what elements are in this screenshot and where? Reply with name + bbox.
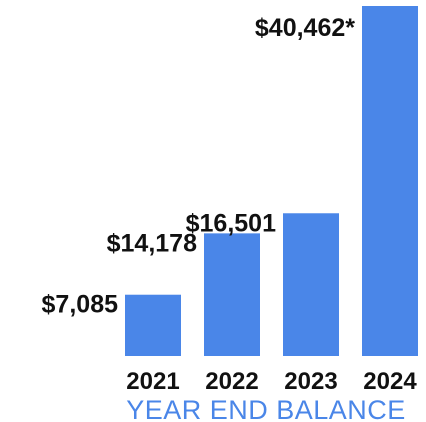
category-label-2024: 2024 [363, 368, 417, 395]
value-labels-group: $7,085 $14,178$16,501 $40,462* [42, 14, 356, 319]
value-label-2023: $16,501 [186, 209, 276, 237]
bar-2022 [204, 233, 260, 356]
chart-title: YEAR END BALANCE [126, 395, 406, 422]
category-labels-group: 2021 2022 2023 2024 [126, 368, 417, 395]
bar-2021 [125, 294, 181, 356]
bar-2023 [283, 213, 339, 356]
category-label-2022: 2022 [205, 368, 258, 395]
bar-2024 [362, 6, 418, 356]
value-label-2021: $7,085 [42, 291, 119, 319]
value-label-2024: $40,462* [255, 14, 355, 42]
category-label-2023: 2023 [284, 368, 337, 395]
category-label-2021: 2021 [126, 368, 179, 395]
value-label-2022: $14,178 [107, 229, 197, 257]
bars-group [125, 6, 418, 356]
